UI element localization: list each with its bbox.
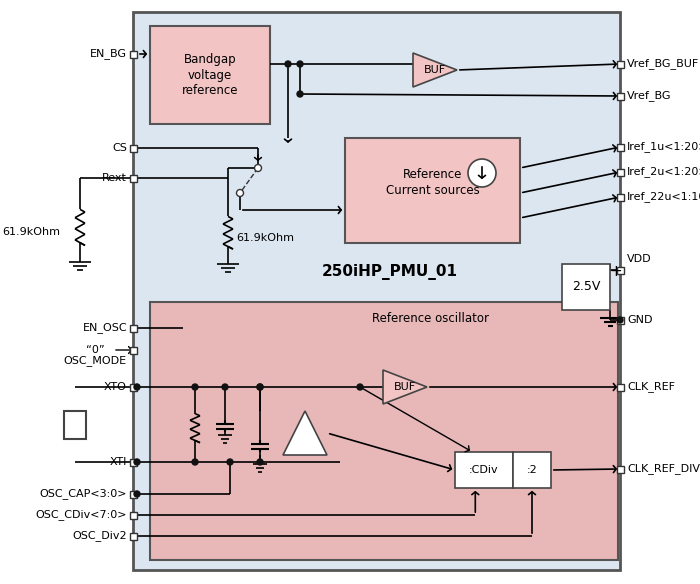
Bar bbox=[150, 26, 270, 124]
Circle shape bbox=[227, 459, 233, 465]
Text: EN_BG: EN_BG bbox=[90, 48, 127, 60]
Polygon shape bbox=[283, 411, 327, 455]
Bar bbox=[130, 175, 136, 182]
Bar bbox=[617, 266, 624, 273]
Circle shape bbox=[192, 384, 198, 390]
Circle shape bbox=[257, 384, 263, 390]
Polygon shape bbox=[413, 53, 457, 87]
Text: Vref_BG_BUF: Vref_BG_BUF bbox=[627, 58, 699, 69]
Text: 61.9kOhm: 61.9kOhm bbox=[236, 233, 294, 243]
Text: “0”: “0” bbox=[86, 345, 105, 355]
Text: :CDiv: :CDiv bbox=[469, 465, 499, 475]
Bar bbox=[150, 302, 618, 560]
Bar bbox=[617, 61, 624, 68]
Text: OSC_Div2: OSC_Div2 bbox=[72, 530, 127, 541]
Text: OSC_CAP<3:0>: OSC_CAP<3:0> bbox=[39, 489, 127, 499]
Bar bbox=[130, 346, 136, 353]
Text: EN_OSC: EN_OSC bbox=[83, 322, 127, 333]
Text: 61.9kOhm: 61.9kOhm bbox=[2, 227, 60, 237]
Bar bbox=[130, 458, 136, 465]
Text: GND: GND bbox=[627, 315, 652, 325]
Bar bbox=[130, 144, 136, 151]
Circle shape bbox=[192, 459, 198, 465]
Bar bbox=[617, 317, 624, 324]
Text: BUF: BUF bbox=[394, 382, 416, 392]
Text: 250iHP_PMU_01: 250iHP_PMU_01 bbox=[322, 264, 458, 280]
Text: Reference
Current sources: Reference Current sources bbox=[386, 169, 480, 196]
Bar bbox=[617, 384, 624, 391]
Text: 2.5V: 2.5V bbox=[572, 280, 600, 294]
Text: :2: :2 bbox=[526, 465, 538, 475]
Bar bbox=[617, 169, 624, 176]
Text: Iref_2u<1:20>: Iref_2u<1:20> bbox=[627, 166, 700, 178]
Circle shape bbox=[297, 61, 303, 67]
Text: CLK_REF: CLK_REF bbox=[627, 381, 675, 392]
Bar bbox=[617, 92, 624, 99]
Bar bbox=[617, 465, 624, 472]
Circle shape bbox=[257, 459, 263, 465]
Circle shape bbox=[617, 317, 623, 323]
Text: VDD: VDD bbox=[627, 254, 652, 264]
Circle shape bbox=[468, 159, 496, 187]
Circle shape bbox=[222, 384, 228, 390]
Text: Iref_1u<1:20>: Iref_1u<1:20> bbox=[627, 141, 700, 152]
Circle shape bbox=[134, 491, 140, 497]
Bar bbox=[130, 533, 136, 540]
Bar bbox=[617, 193, 624, 200]
Bar bbox=[562, 264, 610, 310]
Bar bbox=[455, 452, 513, 488]
Circle shape bbox=[237, 189, 244, 196]
Circle shape bbox=[255, 165, 262, 172]
Bar bbox=[133, 12, 620, 570]
Circle shape bbox=[134, 384, 140, 390]
Bar bbox=[130, 491, 136, 498]
Text: CS: CS bbox=[112, 143, 127, 153]
Circle shape bbox=[134, 459, 140, 465]
Text: XTI: XTI bbox=[110, 457, 127, 467]
Text: CLK_REF_DIV: CLK_REF_DIV bbox=[627, 464, 700, 474]
Text: Bandgap
voltage
reference: Bandgap voltage reference bbox=[182, 54, 238, 96]
Circle shape bbox=[297, 91, 303, 97]
Text: OSC_CDiv<7:0>: OSC_CDiv<7:0> bbox=[36, 510, 127, 520]
Bar bbox=[130, 325, 136, 332]
Text: Iref_22u<1:10>: Iref_22u<1:10> bbox=[627, 192, 700, 203]
Text: Reference oscillator: Reference oscillator bbox=[372, 311, 489, 325]
Polygon shape bbox=[383, 370, 427, 404]
Circle shape bbox=[257, 384, 263, 390]
Bar bbox=[130, 50, 136, 57]
Text: BUF: BUF bbox=[424, 65, 446, 75]
Bar bbox=[130, 512, 136, 519]
Text: Vref_BG: Vref_BG bbox=[627, 91, 671, 102]
Circle shape bbox=[285, 61, 291, 67]
Bar bbox=[513, 452, 551, 488]
Bar bbox=[617, 144, 624, 151]
Bar bbox=[130, 384, 136, 391]
Text: Rext: Rext bbox=[102, 173, 127, 183]
Bar bbox=[64, 411, 86, 439]
Circle shape bbox=[357, 384, 363, 390]
Text: OSC_MODE: OSC_MODE bbox=[64, 356, 127, 366]
Text: +: + bbox=[610, 265, 622, 280]
Bar bbox=[345, 138, 520, 243]
Text: XTO: XTO bbox=[104, 382, 127, 392]
